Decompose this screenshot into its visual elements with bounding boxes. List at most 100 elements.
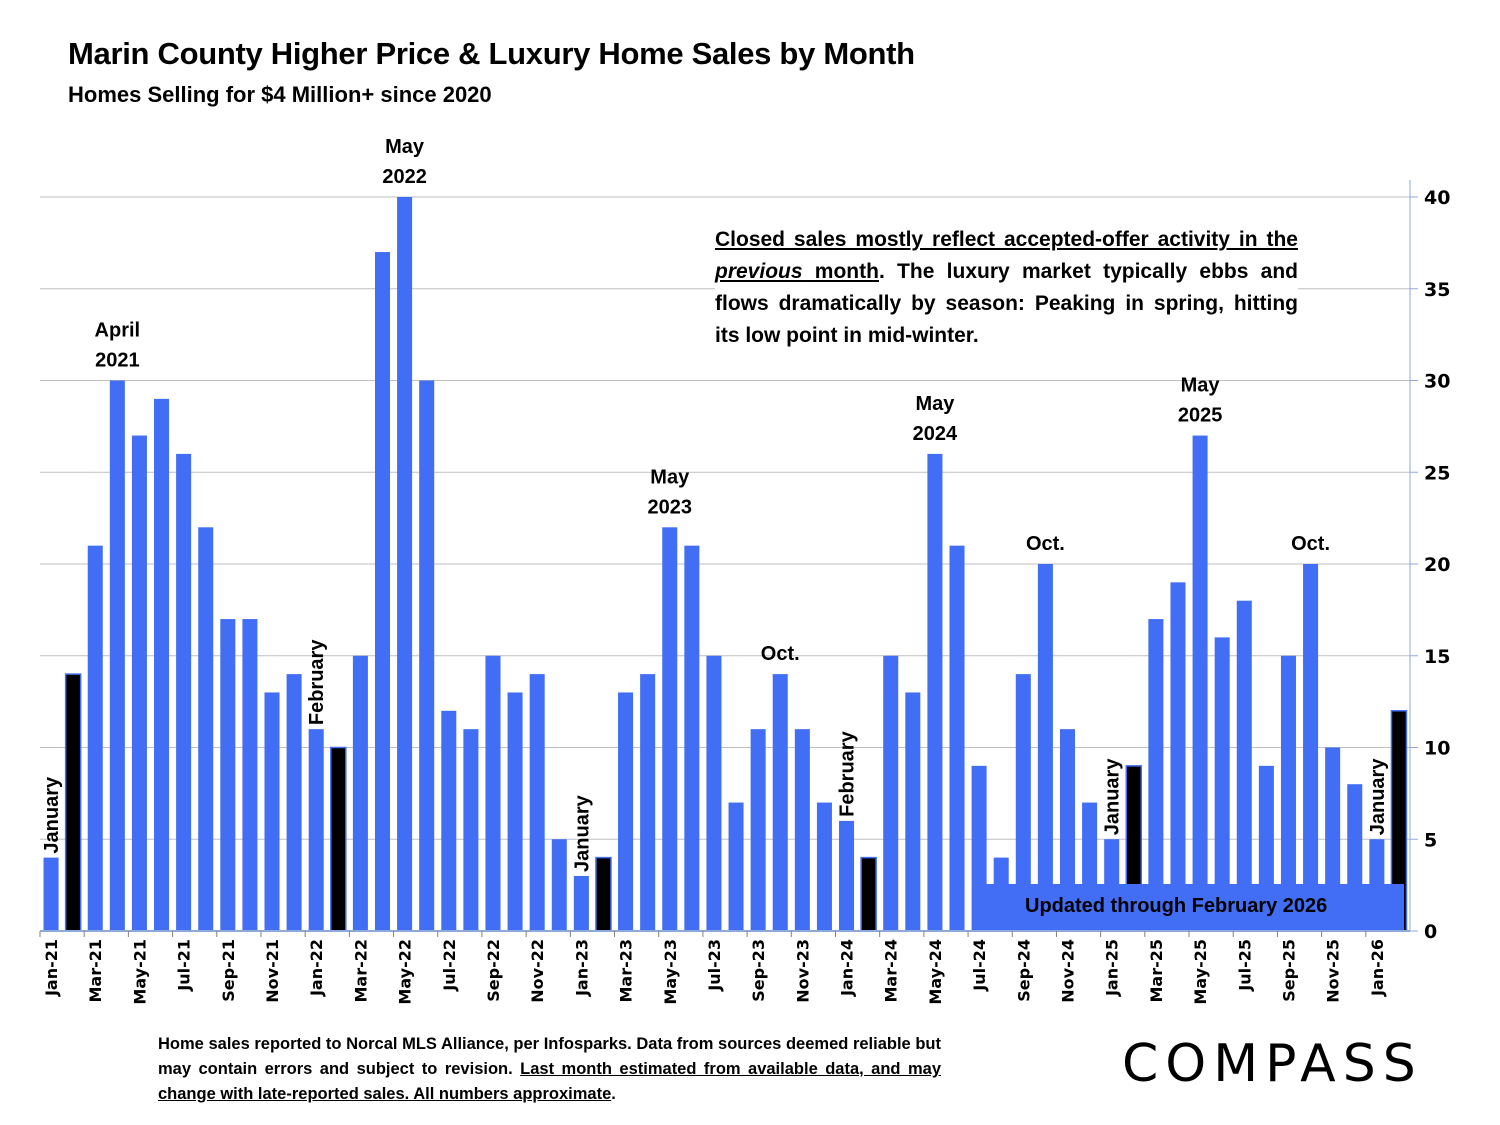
x-tick-label: Jan-23 xyxy=(572,939,591,997)
x-tick-label: Mar-24 xyxy=(882,939,901,1003)
bar xyxy=(883,655,899,931)
bar xyxy=(927,453,943,931)
bar xyxy=(198,527,214,931)
bar xyxy=(463,729,479,931)
bar xyxy=(397,197,413,931)
bar xyxy=(87,545,103,931)
bar xyxy=(242,619,258,931)
updated-label: Updated through February 2026 xyxy=(1025,895,1328,917)
bar xyxy=(507,692,523,931)
bar xyxy=(131,435,147,931)
x-tick-label: May-22 xyxy=(396,939,415,1005)
annotation-label: Oct. xyxy=(1291,533,1330,555)
y-tick-label: 10 xyxy=(1424,738,1450,760)
x-tick-label: Mar-21 xyxy=(86,939,105,1003)
x-tick-label: Jul-22 xyxy=(440,939,459,992)
bar xyxy=(750,729,766,931)
bar xyxy=(419,380,435,931)
x-tick-label: Sep-23 xyxy=(749,939,768,1002)
x-tick-label: May-24 xyxy=(926,939,945,1005)
y-tick-label: 40 xyxy=(1424,187,1450,209)
bar xyxy=(220,619,236,931)
x-tick-label: Nov-23 xyxy=(793,939,812,1003)
bar xyxy=(374,252,391,932)
bar xyxy=(352,655,368,931)
compass-logo: COMPASS xyxy=(1122,1034,1423,1094)
annotation-label: February xyxy=(837,730,859,816)
bar xyxy=(264,692,280,931)
x-tick-label: Jan-21 xyxy=(42,939,61,997)
x-tick-label: Sep-25 xyxy=(1279,939,1298,1002)
footer-end: . xyxy=(611,1085,616,1103)
x-tick-labels: Jan-21 Mar-21 May-21 Jul-21 Sep-21 Nov-21 Jan-… xyxy=(42,939,1387,1005)
bar xyxy=(1037,564,1053,931)
y-tick-label: 20 xyxy=(1424,554,1450,576)
annotation-label: 2024 xyxy=(913,423,958,445)
bar xyxy=(154,398,170,932)
bar xyxy=(43,857,59,931)
annotation-label: January xyxy=(571,794,593,872)
annotation-label: May xyxy=(1181,375,1221,397)
x-tick-label: Jan-25 xyxy=(1103,939,1122,997)
explanation-note: Closed sales mostly reflect accepted-off… xyxy=(715,224,1298,352)
x-tick-label: May-23 xyxy=(661,939,680,1005)
x-tick-label: May-25 xyxy=(1191,939,1210,1005)
bar xyxy=(1148,619,1164,931)
x-tick-label: Sep-21 xyxy=(219,939,238,1002)
bar-highlight xyxy=(595,856,612,932)
note-italic-word: previous xyxy=(715,260,803,283)
annotation-label: May xyxy=(650,466,690,488)
annotation-label: May xyxy=(385,136,425,158)
x-tick-label: Jan-26 xyxy=(1368,939,1387,997)
annotation-label: 2023 xyxy=(648,496,693,518)
x-tick-label: Jan-22 xyxy=(307,939,326,997)
bar xyxy=(1236,600,1252,931)
note-underlined-1: Closed sales mostly reflect accepted-off… xyxy=(715,228,1298,251)
y-tick-label: 25 xyxy=(1424,462,1450,484)
x-tick-label: Nov-22 xyxy=(528,939,547,1003)
x-tick-label: Mar-25 xyxy=(1147,939,1166,1003)
annotation-label: February xyxy=(306,639,328,725)
annotations: April 2021 May 2022 May 2023 Oct. May 2024 Oct. Ma… xyxy=(41,136,1389,872)
note-underlined-2: month xyxy=(802,260,879,283)
bar xyxy=(816,802,832,931)
annotation-label: April xyxy=(95,320,141,342)
bar xyxy=(905,692,921,931)
bar xyxy=(794,729,810,931)
bar xyxy=(618,692,634,931)
bar xyxy=(286,674,302,931)
x-tick-label: Nov-21 xyxy=(263,939,282,1003)
bar-highlight xyxy=(860,856,877,932)
bar xyxy=(706,655,722,931)
x-tick-label: Mar-22 xyxy=(351,939,370,1003)
annotation-label: Oct. xyxy=(761,643,800,665)
bar xyxy=(684,545,700,931)
x-tick-label: Nov-25 xyxy=(1324,939,1343,1003)
bar xyxy=(1059,729,1076,931)
y-tick-label: 35 xyxy=(1424,279,1450,301)
footer-disclaimer: Home sales reported to Norcal MLS Allian… xyxy=(158,1032,941,1107)
x-tick-label: Jul-21 xyxy=(175,939,194,992)
annotation-label: 2022 xyxy=(382,166,427,188)
bar xyxy=(949,545,965,931)
bars xyxy=(43,197,1408,932)
footer-underlined: Last month estimated from available data… xyxy=(158,1060,941,1103)
bar xyxy=(1192,435,1208,931)
x-tick-label: Jul-25 xyxy=(1235,939,1254,992)
bar xyxy=(662,527,678,931)
bar-highlight xyxy=(64,673,82,932)
annotation-label: 2021 xyxy=(95,350,140,372)
annotation-label: Oct. xyxy=(1026,533,1065,555)
y-tick-label: 0 xyxy=(1424,921,1437,943)
footer-plain: Home sales reported to Norcal MLS Allian… xyxy=(158,1035,941,1078)
x-tick-label: Jul-23 xyxy=(705,939,724,992)
y-tick-label: 5 xyxy=(1424,829,1437,851)
x-tick-label: Sep-24 xyxy=(1014,939,1033,1002)
bar xyxy=(308,729,324,931)
x-tick-label: Sep-22 xyxy=(484,939,503,1002)
bar xyxy=(551,839,567,931)
y-tick-labels: 0 5 10 15 20 25 30 35 40 xyxy=(1424,187,1450,943)
y-tick-label: 15 xyxy=(1424,646,1450,668)
bar xyxy=(640,674,656,931)
